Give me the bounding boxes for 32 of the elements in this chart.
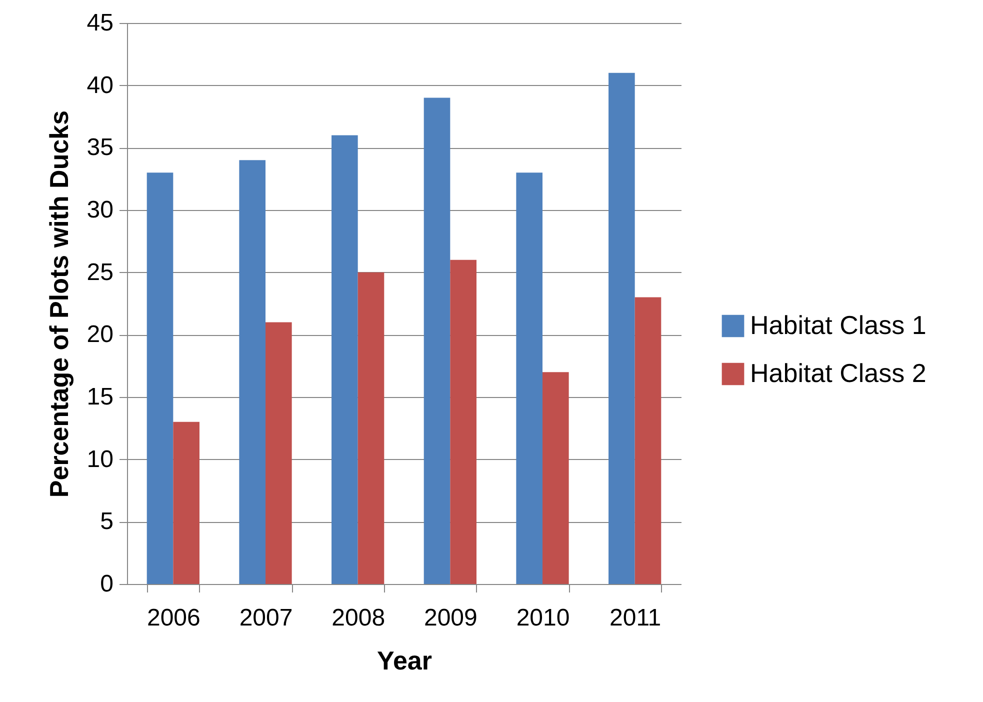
legend-label: Habitat Class 1 [750, 310, 926, 340]
bar [450, 260, 476, 584]
y-tick-label: 40 [86, 72, 114, 99]
y-tick-label: 10 [86, 446, 114, 473]
x-tick-label: 2009 [424, 604, 478, 632]
x-tick-label: 2010 [516, 604, 570, 632]
bar [542, 372, 569, 584]
bar [516, 172, 542, 584]
y-tick-label: 45 [86, 10, 114, 36]
bar [146, 172, 174, 584]
y-tick-label: 25 [86, 258, 114, 286]
bar [173, 422, 200, 584]
bar [634, 297, 662, 584]
y-axis-title: Percentage of Plots with Ducks [44, 110, 74, 498]
x-tick-label: 2011 [610, 604, 662, 632]
x-tick-label: 2008 [332, 604, 386, 632]
bar [358, 272, 384, 584]
y-tick-label: 5 [100, 508, 114, 536]
bar [266, 322, 292, 584]
bar [424, 98, 450, 584]
y-tick-label: 15 [86, 384, 114, 410]
x-tick-label: 2006 [146, 604, 200, 632]
legend-label: Habitat Class 2 [750, 358, 926, 388]
y-tick-label: 20 [86, 321, 114, 348]
y-tick-label: 30 [86, 196, 114, 224]
x-axis-title: Year [377, 646, 432, 676]
bar [332, 135, 358, 584]
bar [608, 72, 635, 584]
bar [239, 160, 266, 584]
y-tick-label: 0 [100, 570, 114, 598]
x-tick-label: 2007 [239, 604, 293, 632]
y-tick-label: 35 [86, 134, 114, 162]
